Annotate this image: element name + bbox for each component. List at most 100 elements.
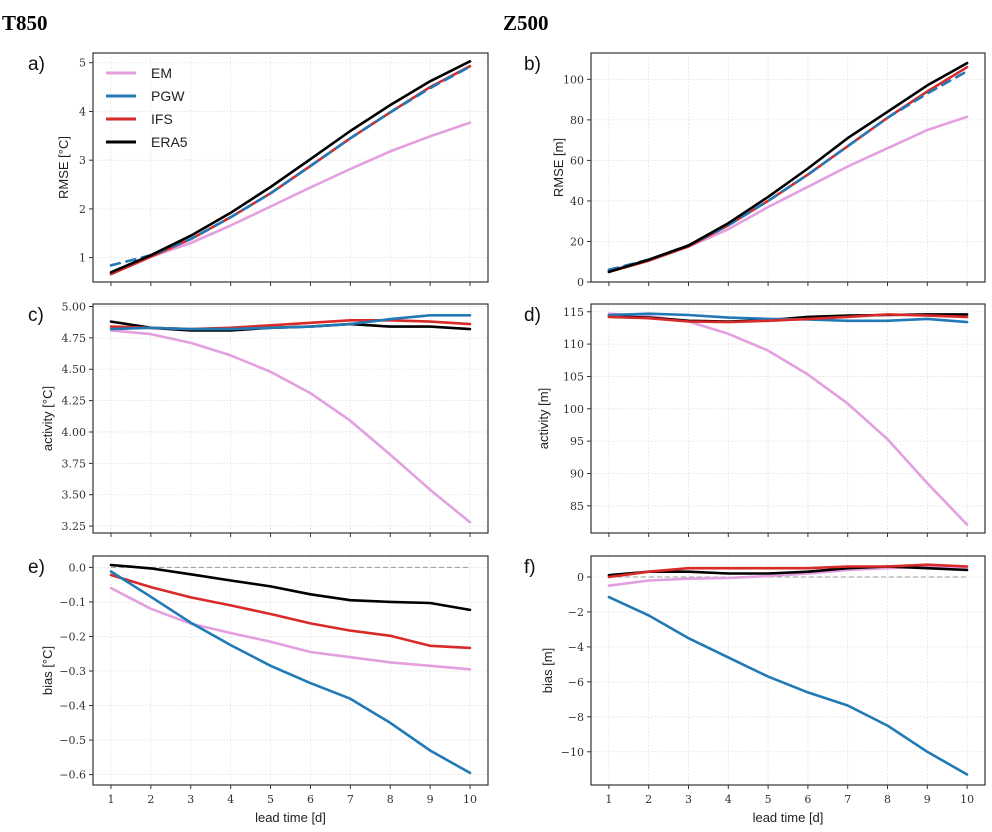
panel-letter: d) <box>524 305 541 326</box>
x-tick-label: 6 <box>307 793 314 806</box>
y-tick-label: 5.00 <box>62 301 87 314</box>
y-tick-label: −4 <box>568 641 584 654</box>
axes-frame <box>92 555 489 786</box>
panel-letter: b) <box>524 54 541 75</box>
x-tick-label: 6 <box>804 793 811 806</box>
x-tick-label: 2 <box>645 793 652 806</box>
series-line-era5 <box>109 563 472 612</box>
y-axis-label: RMSE [°C] <box>56 136 71 199</box>
y-tick-label: 105 <box>563 370 584 383</box>
grid <box>93 556 488 785</box>
y-tick-label: 2 <box>79 203 86 216</box>
grid <box>93 53 488 282</box>
y-tick-label: 0 <box>577 276 584 289</box>
series-group <box>109 563 472 775</box>
y-axis-label: bias [°C] <box>40 646 55 695</box>
series-group <box>109 313 472 524</box>
panel-d: 85 90 95 100 105 110 115 activity [m] d) <box>524 303 986 537</box>
y-tick-label: 90 <box>570 467 584 480</box>
legend-label-pgw: PGW <box>151 88 185 104</box>
y-tick-label: 100 <box>563 73 584 86</box>
x-tick-label: 7 <box>347 793 354 806</box>
x-tick-label: 4 <box>227 793 234 806</box>
panel-letter: a) <box>28 54 45 75</box>
series-line-pgw <box>109 65 472 267</box>
y-tick-label: 80 <box>570 114 584 127</box>
y-tick-label: −0.4 <box>59 700 86 713</box>
x-tick-label: 1 <box>107 793 114 806</box>
x-axis-label: lead time [d] <box>753 810 824 825</box>
x-tick-label: 3 <box>187 793 194 806</box>
y-tick-label: 3.50 <box>62 489 87 502</box>
series-line-era5 <box>607 565 969 577</box>
panel-b: 0 20 40 60 80 100 RMSE [m] b) <box>524 52 986 289</box>
y-tick-label: 3.25 <box>62 520 87 533</box>
y-tick-label: 110 <box>563 338 584 351</box>
series-line-pgw <box>109 570 472 775</box>
x-tick-label: 5 <box>267 793 274 806</box>
y-tick-label: 0.0 <box>69 561 87 574</box>
axes-frame <box>590 555 986 786</box>
column-title-z500: Z500 <box>503 11 549 35</box>
panel-e: −0.6 −0.5 −0.4 −0.3 −0.2 −0.1 0.0 1 2 3 4 5 6 7 8 9 10 bi… <box>28 555 489 825</box>
series-line-em <box>607 115 969 273</box>
series-line-pgw <box>607 69 969 272</box>
y-tick-label: 0 <box>577 571 584 584</box>
series-line-em <box>109 586 472 671</box>
y-tick-label: 4.75 <box>62 332 87 345</box>
grid <box>591 304 985 533</box>
grid <box>591 556 985 785</box>
grid <box>591 53 985 283</box>
axes-frame <box>590 52 986 283</box>
series-line-era5 <box>607 61 969 274</box>
y-axis-label: RMSE [m] <box>551 138 566 197</box>
series-line-pgw <box>109 313 472 331</box>
x-tick-label: 8 <box>387 793 394 806</box>
y-tick-label: 4 <box>79 105 86 118</box>
y-axis-label: activity [°C] <box>40 386 55 451</box>
series-line-em <box>109 121 472 276</box>
series-line-era5 <box>109 59 472 274</box>
series-line-ifs <box>607 313 969 324</box>
panel-f: −10 −8 −6 −4 −2 0 1 2 3 4 5 6 7 8 9 10 bias [m] lead time… <box>524 555 986 825</box>
x-tick-label: 10 <box>463 793 477 806</box>
y-tick-label: 3.75 <box>62 457 87 470</box>
y-tick-label: −0.5 <box>59 734 86 747</box>
series-group <box>607 563 969 776</box>
panel-letter: e) <box>28 557 45 578</box>
x-tick-label: 9 <box>427 793 434 806</box>
legend-label-em: EM <box>151 65 172 81</box>
panel-letter: f) <box>524 557 536 578</box>
y-tick-label: 4.50 <box>62 363 87 376</box>
panel-c: 3.25 3.50 3.75 4.00 4.25 4.50 4.75 5.00 activity… <box>28 301 489 537</box>
y-tick-label: −10 <box>561 746 584 759</box>
y-tick-label: −0.6 <box>59 769 86 782</box>
legend-label-era5: ERA5 <box>151 134 188 150</box>
x-tick-label: 4 <box>725 793 732 806</box>
legend: EM PGW IFS ERA5 <box>106 65 188 150</box>
y-tick-label: −0.2 <box>59 630 86 643</box>
series-line-ifs <box>109 573 472 650</box>
series-group <box>607 312 969 526</box>
x-tick-label: 2 <box>147 793 154 806</box>
series-group <box>607 61 969 274</box>
y-tick-label: −6 <box>568 676 584 689</box>
y-tick-label: 20 <box>570 235 584 248</box>
x-axis-label: lead time [d] <box>255 810 326 825</box>
y-tick-label: 85 <box>570 500 584 513</box>
y-tick-label: 95 <box>570 435 584 448</box>
series-line-em <box>607 312 969 526</box>
x-tick-label: 1 <box>605 793 612 806</box>
y-tick-label: −8 <box>568 711 584 724</box>
axes-frame <box>590 303 986 534</box>
axes-frame <box>92 52 489 283</box>
y-tick-label: −0.3 <box>59 665 86 678</box>
legend-label-ifs: IFS <box>151 111 173 127</box>
x-tick-label: 10 <box>960 793 974 806</box>
series-group <box>109 59 472 276</box>
axes-frame <box>92 303 489 534</box>
x-tick-label: 3 <box>685 793 692 806</box>
y-tick-label: −0.1 <box>59 596 86 609</box>
